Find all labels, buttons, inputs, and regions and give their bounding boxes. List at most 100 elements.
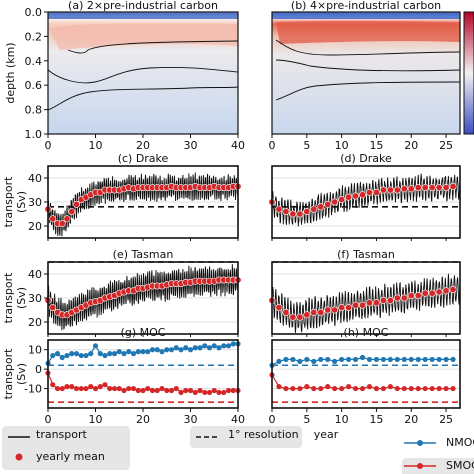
ytick-label: 30 (28, 292, 42, 305)
surface-layer-a (48, 13, 238, 19)
legend-nmoc-label: NMOC (446, 436, 474, 449)
nmoc-point (283, 356, 289, 363)
smoc-point (78, 385, 84, 392)
panel-a-title: (a) 2×pre-industrial carbon (68, 0, 218, 12)
yearly-mean-point (303, 208, 311, 216)
smoc-point (126, 385, 132, 392)
contour-b-upper (275, 39, 461, 56)
transport-line (271, 173, 461, 227)
axes-frame (271, 339, 461, 409)
nmoc-point (443, 356, 449, 363)
legend-yearly-mean-label: yearly mean (36, 450, 105, 463)
smoc-point (140, 387, 146, 394)
smoc-point (116, 385, 122, 392)
nmoc-point (304, 356, 310, 363)
nmoc-point (78, 352, 84, 359)
yearly-mean-point (310, 308, 318, 316)
legend-yearly-mean-marker (15, 453, 23, 461)
xtick-label: 30 (184, 139, 198, 152)
smoc-point (422, 385, 428, 392)
yearly-mean-point (379, 186, 387, 194)
nmoc-point (88, 351, 94, 357)
yearly-mean-point (310, 205, 318, 213)
nmoc-point (225, 343, 232, 349)
ytick-label: -10 (24, 383, 42, 396)
ylabel-line1: transport (2, 176, 15, 228)
yearly-mean-point (63, 215, 71, 223)
smoc-point (325, 384, 331, 390)
nmoc-point (183, 345, 189, 351)
yearly-mean-point (275, 304, 283, 312)
ylabel-line1: transport (2, 272, 15, 324)
yearly-mean-point (372, 299, 380, 307)
panel-a-xticks: 0 10 20 30 40 (45, 134, 245, 152)
legend-transport-label: transport (36, 428, 87, 441)
xtick-label: 15 (369, 139, 383, 152)
nmoc-point (387, 356, 393, 363)
smoc-point (83, 385, 89, 392)
panel-title: (e) Tasman (113, 248, 174, 261)
panel-title: (d) Drake (340, 152, 392, 165)
nmoc-point (121, 351, 127, 357)
nmoc-point (311, 358, 317, 364)
panel-title: (c) Drake (118, 152, 169, 165)
yearly-mean-point (414, 292, 422, 300)
nmoc-point (135, 349, 141, 355)
smoc-point (225, 387, 232, 394)
smoc-point (102, 382, 108, 388)
nmoc-point (345, 356, 352, 363)
smoc-point (64, 384, 70, 390)
nmoc-point (168, 347, 175, 353)
nmoc-point (130, 351, 137, 357)
smoc-point (202, 389, 208, 396)
nmoc-point (159, 349, 165, 355)
nmoc-point (69, 351, 75, 357)
xtick-label: 15 (369, 413, 383, 426)
yearly-mean-point (386, 296, 394, 304)
yearly-mean-point (365, 188, 373, 196)
smoc-point (380, 385, 387, 392)
ytick-label: 0.6 (25, 79, 43, 92)
yearly-mean-point (338, 196, 346, 204)
legend-left (2, 426, 130, 470)
smoc-point (154, 387, 160, 394)
smoc-point (373, 385, 380, 392)
contour-a-lower (47, 86, 239, 111)
panel-b-title: (b) 4×pre-industrial carbon (291, 0, 441, 12)
xtick-label: 20 (404, 139, 418, 152)
nmoc-point (352, 356, 359, 363)
yearly-mean-point (428, 289, 436, 297)
smoc-point (366, 384, 373, 390)
colorbar (463, 11, 474, 135)
ytick-label: 30 (28, 196, 42, 209)
yearly-mean-point (400, 294, 408, 302)
yearly-mean-point (365, 299, 373, 307)
ylabel-line2: (Sv) (15, 363, 28, 385)
nmoc-point (140, 349, 146, 355)
legend-smoc-marker (404, 463, 436, 469)
panel-f: (f) Tasman (268, 248, 461, 337)
yearly-mean-point (359, 301, 367, 309)
xtick-label: 20 (136, 139, 150, 152)
legend-resolution-line (196, 436, 220, 438)
smoc-point (429, 385, 435, 392)
smoc-point (297, 385, 303, 392)
xtick-label: 10 (89, 139, 103, 152)
panel-a: (a) 2×pre-industrial carbon depth (km) 0… (4, 0, 245, 152)
panel-ylabel: transport(Sv) (2, 272, 28, 324)
smoc-point (318, 385, 324, 392)
xtick-label: 0 (45, 139, 52, 152)
xtick-label: 0 (269, 413, 276, 426)
panel-b-xticks: 0 5 10 15 20 25 (269, 134, 453, 152)
nmoc-point (102, 352, 108, 359)
nmoc-point (50, 352, 56, 359)
yearly-mean-point (49, 215, 57, 223)
legend-transport-line (8, 436, 30, 438)
yearly-mean-point (407, 185, 415, 193)
yearly-mean-point (421, 289, 429, 297)
xtick-label: 20 (136, 413, 150, 426)
yearly-mean-point (359, 191, 367, 199)
